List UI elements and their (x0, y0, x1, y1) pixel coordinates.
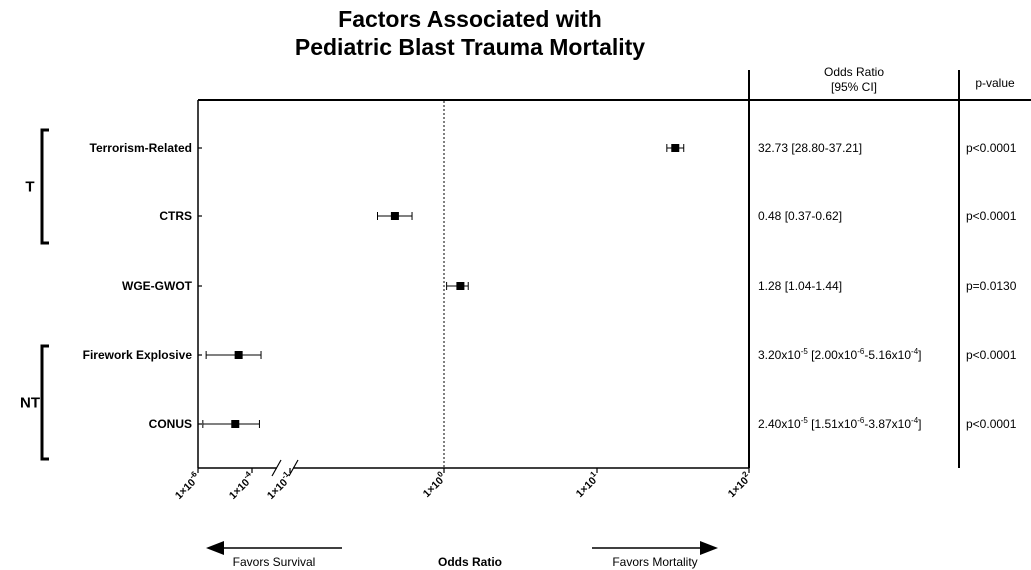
p-value-text: p<0.0001 (966, 141, 1017, 155)
x-tick-label: 1×100 (419, 469, 450, 500)
odds-ratio-ci-text: 3.20x10-5 [2.00x10-6-5.16x10-4] (758, 347, 922, 362)
p-value-text: p<0.0001 (966, 348, 1017, 362)
or-header-line-2: [95% CI] (831, 80, 877, 94)
axis-break-mark-2 (288, 459, 299, 477)
group-label: T (25, 179, 34, 196)
favors-survival-label: Favors Survival (233, 555, 316, 569)
row-label: CONUS (149, 417, 192, 431)
forest-row: CTRS 0.48 [0.37-0.62] p<0.0001 (159, 209, 1016, 223)
group-brackets: T NT (20, 128, 49, 461)
odds-ratio-ci-text: 2.40x10-5 [1.51x10-6-3.87x10-4] (758, 416, 922, 431)
forest-row: CONUS 2.40x10-5 [1.51x10-6-3.87x10-4] p<0.… (149, 416, 1017, 431)
x-tick-label: 1×10-6 (171, 469, 204, 502)
odds-ratio-point (671, 144, 680, 152)
odds-ratio-point (234, 351, 243, 359)
forest-rows: Terrorism-Related 32.73 [28.80-37.21] p<0.… (83, 141, 1017, 431)
axis-break-mark-1 (271, 459, 282, 477)
chart-title-line-1: Factors Associated with (338, 6, 602, 32)
favors-mortality-label: Favors Mortality (612, 555, 697, 569)
favors-survival-arrow (206, 541, 342, 555)
x-tick-label: 1×101 (572, 469, 603, 500)
p-value-header: p-value (975, 76, 1015, 90)
odds-ratio-point (456, 282, 465, 290)
favors-mortality-arrow (592, 541, 718, 555)
p-value-text: p<0.0001 (966, 209, 1017, 223)
odds-ratio-ci-text: 0.48 [0.37-0.62] (758, 209, 842, 223)
row-label: Terrorism-Related (90, 141, 192, 155)
p-value-text: p=0.0130 (966, 279, 1017, 293)
odds-ratio-point (390, 212, 399, 220)
p-value-text: p<0.0001 (966, 417, 1017, 431)
odds-ratio-ci-text: 1.28 [1.04-1.44] (758, 279, 842, 293)
group-bracket: NT (20, 344, 49, 461)
x-axis-title: Odds Ratio (438, 555, 502, 569)
row-label: Firework Explosive (83, 348, 193, 362)
row-label: WGE-GWOT (122, 279, 193, 293)
chart-title-line-2: Pediatric Blast Trauma Mortality (295, 34, 645, 60)
row-label: CTRS (159, 209, 192, 223)
group-bracket: T (25, 128, 49, 245)
or-header-line-1: Odds Ratio (824, 65, 884, 79)
odds-ratio-point (231, 420, 240, 428)
group-label: NT (20, 395, 40, 412)
odds-ratio-ci-text: 32.73 [28.80-37.21] (758, 141, 862, 155)
x-tick-label: 1×10-4 (225, 469, 258, 502)
forest-row: Firework Explosive 3.20x10-5 [2.00x10-6-5… (83, 347, 1017, 362)
forest-row: WGE-GWOT 1.28 [1.04-1.44] p=0.0130 (122, 279, 1017, 293)
forest-row: Terrorism-Related 32.73 [28.80-37.21] p<0.… (90, 141, 1017, 155)
x-tick-label: 1×102 (724, 469, 755, 500)
